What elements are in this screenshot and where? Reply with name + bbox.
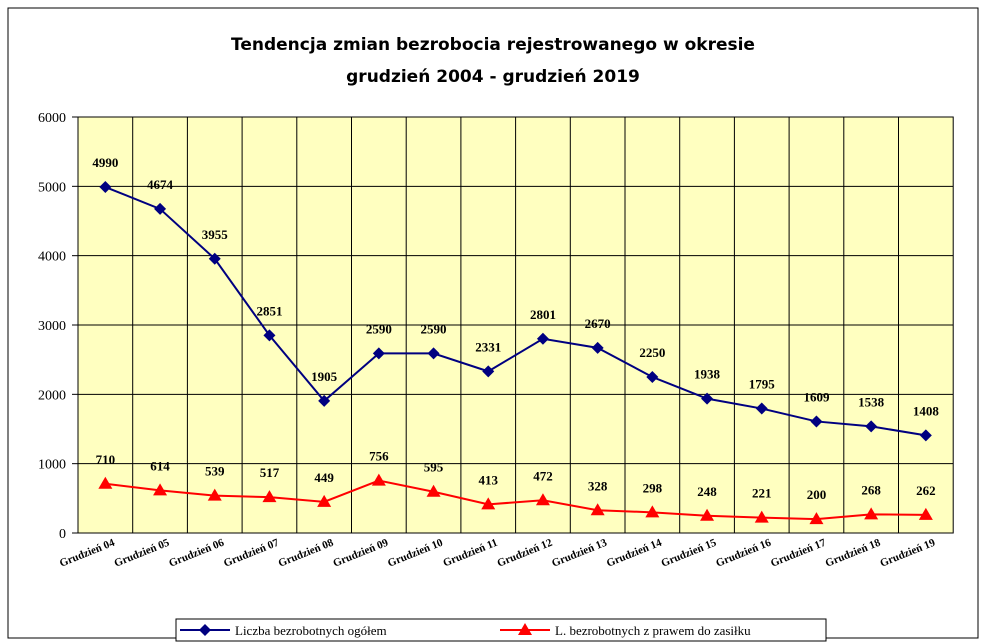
legend-label: Liczba bezrobotnych ogółem [235, 623, 387, 638]
data-point [865, 420, 878, 433]
y-tick-label: 5000 [38, 180, 66, 195]
data-point [755, 402, 768, 415]
data-point [809, 512, 824, 525]
data-point [317, 494, 332, 507]
legend-label: L. bezrobotnych z prawem do zasiłku [555, 623, 751, 638]
data-label: 3955 [202, 227, 229, 242]
data-label: 2670 [585, 316, 611, 331]
data-label: 4674 [147, 177, 174, 192]
data-label: 1938 [694, 367, 721, 382]
data-point [263, 329, 276, 342]
y-tick-label: 6000 [38, 111, 66, 126]
data-label: 2590 [421, 321, 447, 336]
data-point [535, 493, 550, 506]
data-point [262, 490, 277, 503]
data-point [591, 341, 604, 354]
data-point [810, 415, 823, 428]
data-label: 756 [369, 449, 389, 464]
data-point [208, 252, 221, 265]
y-tick-label: 2000 [38, 388, 66, 403]
data-point [700, 508, 715, 521]
data-point [207, 488, 222, 501]
data-label: 1609 [803, 389, 830, 404]
data-label: 200 [807, 487, 827, 502]
data-point [590, 503, 605, 516]
data-point [918, 507, 933, 520]
legend-marker [199, 624, 211, 636]
y-tick-label: 0 [59, 527, 66, 542]
data-label: 2331 [475, 339, 501, 354]
data-point [99, 181, 112, 194]
data-label: 1905 [311, 369, 338, 384]
data-label: 1408 [913, 403, 940, 418]
data-point [754, 510, 769, 523]
data-label: 262 [916, 483, 936, 498]
data-label: 614 [150, 458, 170, 473]
data-label: 2590 [366, 321, 392, 336]
data-label: 539 [205, 464, 225, 479]
y-tick-label: 4000 [38, 250, 66, 265]
data-label: 517 [260, 465, 280, 480]
data-point [98, 476, 113, 489]
data-label: 298 [643, 480, 663, 495]
data-label: 221 [752, 486, 772, 501]
data-label: 328 [588, 478, 608, 493]
data-label: 710 [96, 452, 116, 467]
data-label: 1795 [749, 377, 776, 392]
data-label: 2851 [256, 303, 282, 318]
data-point [154, 202, 167, 215]
data-point [482, 365, 495, 378]
data-label: 472 [533, 468, 553, 483]
data-label: 595 [424, 460, 444, 475]
data-point [919, 429, 932, 442]
data-label: 4990 [92, 155, 118, 170]
data-point [371, 473, 386, 486]
data-label: 449 [314, 470, 334, 485]
data-point [427, 347, 440, 360]
data-label: 2250 [639, 345, 665, 360]
data-point [864, 507, 879, 520]
data-label: 413 [479, 472, 499, 487]
data-point [153, 483, 168, 496]
y-tick-label: 1000 [38, 458, 66, 473]
data-label: 2801 [530, 307, 556, 322]
legend-marker [518, 623, 532, 635]
data-label: 248 [697, 484, 717, 499]
y-tick-label: 3000 [38, 319, 66, 334]
chart-title: Tendencja zmian bezrobocia rejestrowaneg… [231, 35, 755, 55]
data-point [372, 347, 385, 360]
data-point [481, 497, 496, 510]
series-line [104, 186, 927, 437]
data-label: 268 [861, 482, 881, 497]
data-point [536, 332, 549, 345]
data-point [701, 392, 714, 405]
series-line [105, 479, 926, 521]
data-point [318, 394, 331, 407]
data-point [645, 505, 660, 518]
data-label: 1538 [858, 394, 885, 409]
data-point [646, 371, 659, 383]
data-point [426, 484, 441, 497]
chart-title: grudzień 2004 - grudzień 2019 [346, 67, 640, 87]
